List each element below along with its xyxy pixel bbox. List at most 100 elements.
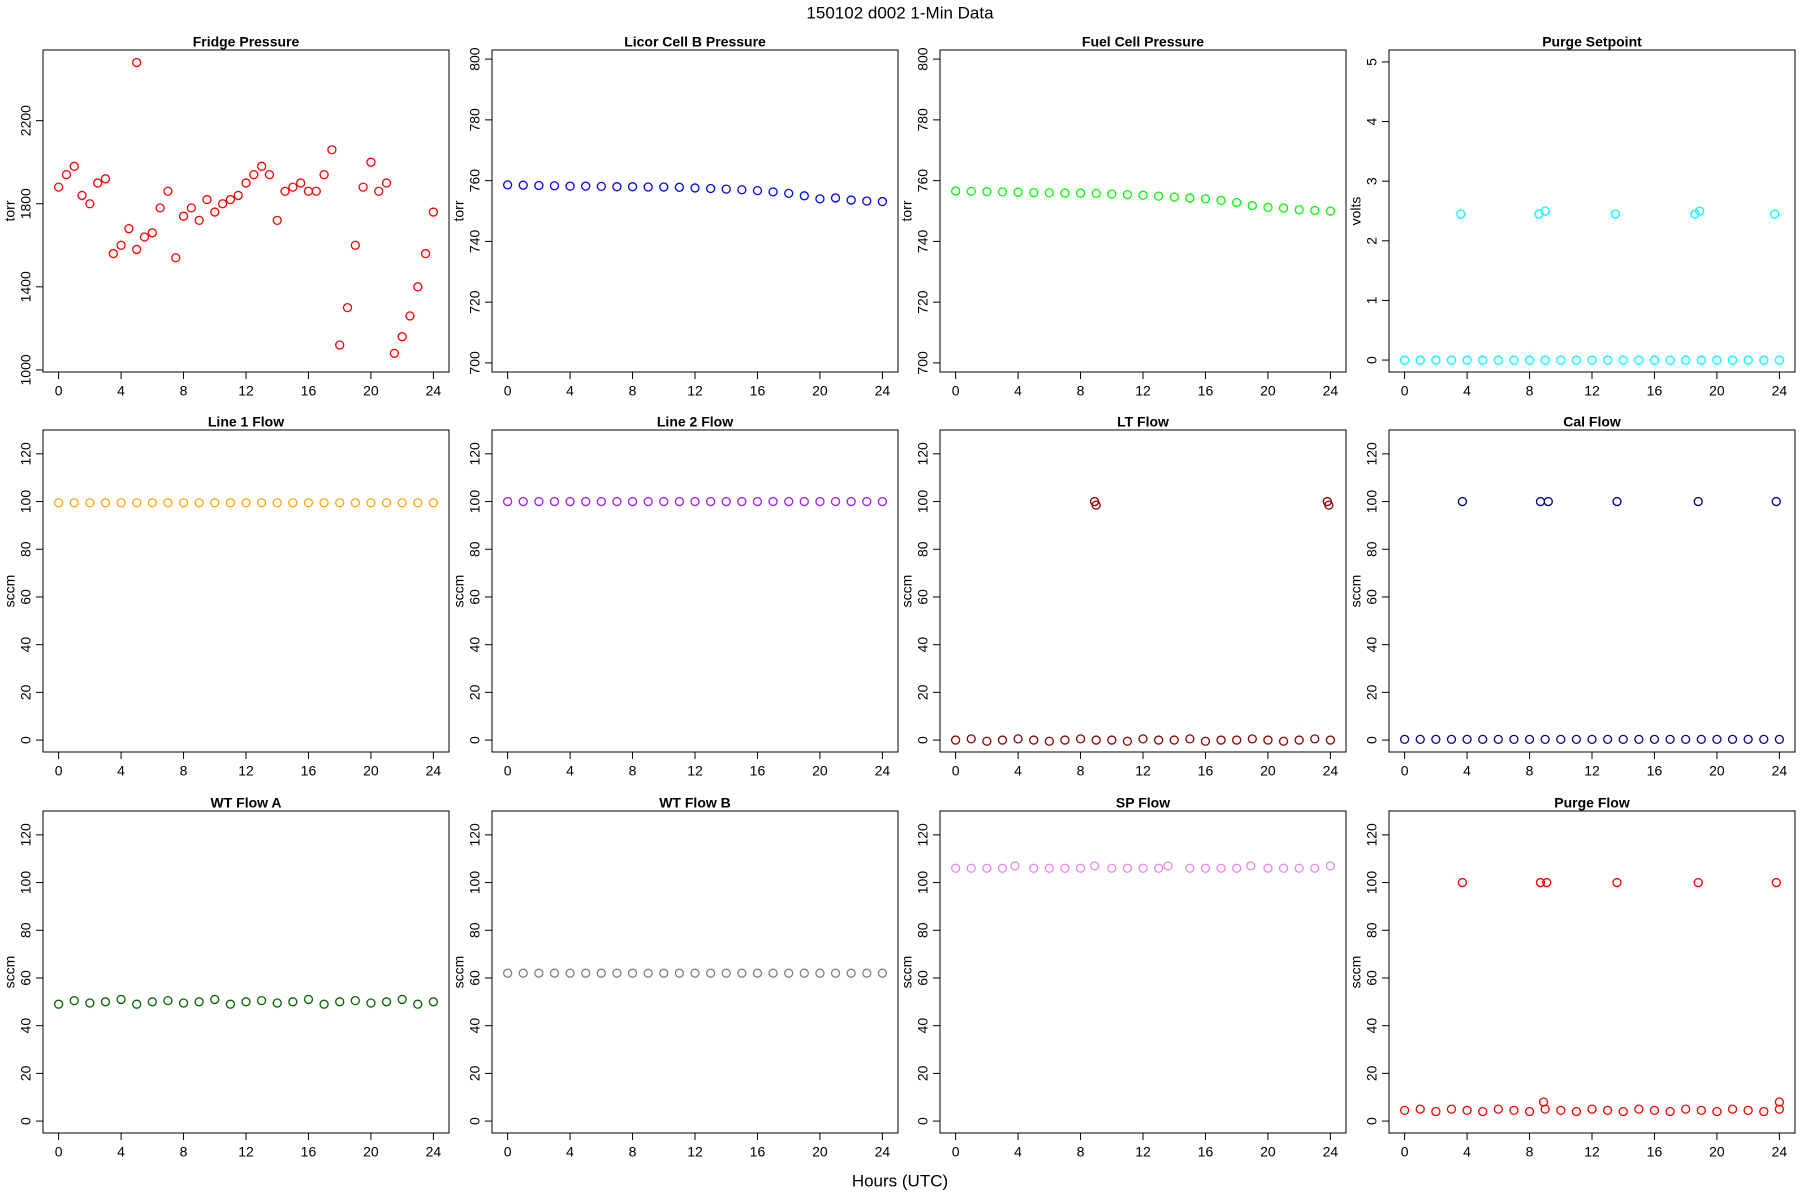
y-tick-label: 0 (1364, 356, 1380, 364)
data-point (311, 186, 321, 196)
data-point (53, 182, 64, 192)
data-point (272, 215, 282, 225)
page-title: 150102 d002 1-Min Data (806, 3, 994, 22)
y-tick-label: 120 (467, 442, 483, 466)
data-point (53, 498, 64, 508)
y-tick-label: 780 (915, 108, 931, 132)
data-point (1665, 355, 1675, 365)
panel-title: Line 1 Flow (208, 414, 284, 430)
data-point (350, 240, 360, 250)
x-tick-label: 0 (1401, 763, 1409, 779)
data-point (1263, 735, 1273, 745)
data-point (1153, 735, 1164, 745)
y-tick-label: 700 (915, 351, 931, 375)
data-point (132, 244, 142, 255)
data-point (116, 240, 126, 250)
data-point (428, 207, 439, 217)
data-point (428, 498, 439, 508)
x-tick-label: 0 (55, 383, 63, 399)
data-point (1634, 355, 1644, 365)
data-point (534, 968, 544, 978)
data-point (1216, 863, 1226, 873)
data-point (1278, 736, 1289, 746)
data-point (877, 196, 888, 207)
data-point (366, 498, 376, 508)
data-point (1602, 734, 1613, 745)
y-tick-label: 40 (1364, 1018, 1380, 1034)
data-point (784, 188, 794, 199)
y-tick-label: 120 (18, 823, 34, 847)
x-tick-label: 16 (1647, 383, 1663, 399)
data-point (518, 180, 528, 190)
y-tick-label: 20 (18, 684, 34, 700)
x-tick-label: 16 (750, 763, 766, 779)
y-tick-label: 120 (915, 823, 931, 847)
y-tick-label: 4 (1364, 117, 1380, 125)
data-point (303, 498, 314, 508)
y-tick-label: 80 (18, 922, 34, 938)
data-point (397, 332, 407, 342)
data-point (830, 496, 841, 507)
data-point (139, 232, 150, 242)
data-point (1478, 1106, 1488, 1117)
data-point (1587, 355, 1597, 365)
data-point (705, 496, 716, 507)
x-tick-label: 8 (180, 1144, 188, 1160)
data-point (85, 498, 95, 508)
x-tick-label: 16 (1647, 763, 1663, 779)
data-point (1681, 355, 1691, 365)
data-point (1232, 863, 1242, 873)
data-point (752, 185, 763, 196)
x-tick-label: 16 (1198, 763, 1214, 779)
data-point (1665, 1106, 1675, 1117)
data-point (1649, 355, 1660, 365)
y-tick-label: 40 (18, 1018, 34, 1034)
x-tick-label: 12 (687, 763, 703, 779)
data-point (982, 736, 992, 746)
data-point (1693, 877, 1703, 888)
x-tick-label: 8 (1526, 383, 1534, 399)
x-tick-label: 0 (952, 383, 960, 399)
y-tick-label: 0 (18, 1117, 34, 1125)
data-point (1695, 206, 1705, 216)
data-point (1216, 195, 1226, 206)
data-point (163, 995, 173, 1006)
data-point (1122, 863, 1133, 873)
plot-frame (1388, 49, 1796, 373)
y-tick-label: 760 (915, 169, 931, 193)
data-point (1431, 734, 1441, 745)
y-axis-label: sccm (2, 575, 18, 608)
data-point (1771, 877, 1781, 888)
y-tick-label: 120 (1364, 823, 1380, 847)
data-point (319, 169, 329, 180)
y-tick-label: 1800 (18, 188, 34, 219)
x-tick-label: 4 (1014, 763, 1022, 779)
data-point (1060, 863, 1070, 873)
data-point (768, 968, 778, 978)
y-axis-label: torr (2, 200, 18, 221)
data-point (659, 968, 669, 978)
x-tick-label: 20 (1709, 383, 1725, 399)
x-tick-label: 12 (1135, 1144, 1151, 1160)
data-point (85, 998, 95, 1008)
data-point (982, 863, 992, 873)
data-point (1185, 193, 1195, 203)
data-point (752, 968, 763, 978)
data-point (296, 178, 306, 188)
panel-title: SP Flow (1116, 795, 1170, 811)
data-point (1478, 355, 1488, 365)
data-point (155, 203, 165, 213)
data-point (1571, 734, 1582, 745)
x-tick-label: 0 (952, 1144, 960, 1160)
x-tick-label: 16 (750, 1144, 766, 1160)
data-point (799, 496, 809, 507)
y-tick-label: 80 (915, 541, 931, 557)
data-point (374, 186, 384, 196)
data-point (1556, 355, 1566, 365)
data-point (1232, 197, 1242, 208)
data-point (1509, 355, 1519, 365)
data-point (1690, 209, 1700, 219)
x-tick-label: 0 (952, 763, 960, 779)
